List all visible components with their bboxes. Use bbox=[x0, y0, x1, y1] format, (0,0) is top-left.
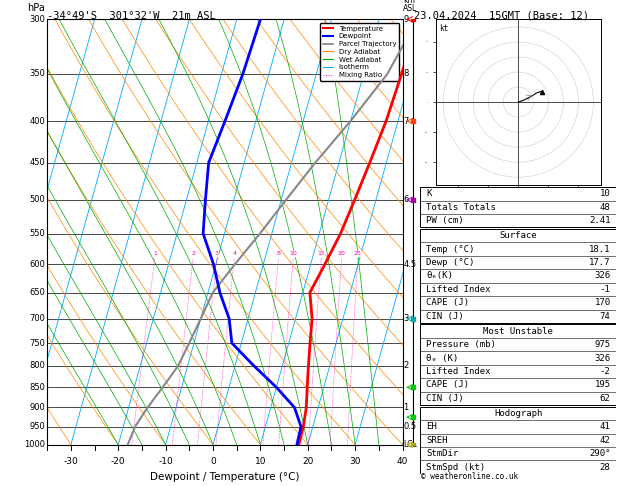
Bar bbox=[420, 229, 616, 323]
Text: Dewp (°C): Dewp (°C) bbox=[426, 258, 474, 267]
Text: Lifted Index: Lifted Index bbox=[426, 367, 491, 376]
Text: 48: 48 bbox=[600, 203, 611, 212]
Text: 1000: 1000 bbox=[25, 440, 45, 449]
Text: CIN (J): CIN (J) bbox=[426, 312, 464, 321]
Text: 900: 900 bbox=[30, 403, 45, 412]
Text: Hodograph: Hodograph bbox=[494, 409, 542, 418]
Text: 195: 195 bbox=[594, 381, 611, 389]
Text: Pressure (mb): Pressure (mb) bbox=[426, 340, 496, 349]
Text: CAPE (J): CAPE (J) bbox=[426, 381, 469, 389]
Text: Temp (°C): Temp (°C) bbox=[426, 244, 474, 254]
Text: -30: -30 bbox=[64, 457, 78, 467]
Text: StmDir: StmDir bbox=[426, 449, 459, 458]
Text: -10: -10 bbox=[159, 457, 173, 467]
Text: 650: 650 bbox=[30, 288, 45, 297]
Text: 600: 600 bbox=[30, 260, 45, 269]
Text: CIN (J): CIN (J) bbox=[426, 394, 464, 403]
Text: θₑ (K): θₑ (K) bbox=[426, 354, 459, 363]
Text: Mixing Ratio (g/kg): Mixing Ratio (g/kg) bbox=[425, 192, 434, 272]
Text: 0: 0 bbox=[210, 457, 216, 467]
Text: LCL: LCL bbox=[403, 440, 417, 449]
Bar bbox=[420, 325, 616, 405]
Text: 4: 4 bbox=[232, 251, 237, 256]
Text: Surface: Surface bbox=[499, 231, 537, 240]
Text: 400: 400 bbox=[30, 117, 45, 125]
Text: PW (cm): PW (cm) bbox=[426, 216, 464, 225]
Text: 950: 950 bbox=[30, 422, 45, 431]
Text: 10: 10 bbox=[289, 251, 297, 256]
Text: Most Unstable: Most Unstable bbox=[483, 327, 554, 336]
Text: 750: 750 bbox=[30, 339, 45, 347]
Text: 326: 326 bbox=[594, 272, 611, 280]
Text: 17.7: 17.7 bbox=[589, 258, 611, 267]
Text: km
ASL: km ASL bbox=[403, 0, 418, 13]
Text: K: K bbox=[426, 190, 431, 198]
Text: 3: 3 bbox=[214, 251, 219, 256]
Text: kt: kt bbox=[438, 24, 448, 33]
Text: 700: 700 bbox=[30, 314, 45, 323]
Text: SREH: SREH bbox=[426, 436, 448, 445]
Text: 28: 28 bbox=[600, 463, 611, 471]
Text: 6: 6 bbox=[403, 195, 409, 205]
Text: 15: 15 bbox=[317, 251, 325, 256]
Text: 4.5: 4.5 bbox=[403, 260, 416, 269]
Text: -1: -1 bbox=[600, 285, 611, 294]
Text: Lifted Index: Lifted Index bbox=[426, 285, 491, 294]
Text: 3: 3 bbox=[403, 314, 409, 323]
Text: -2: -2 bbox=[600, 367, 611, 376]
Text: StmSpd (kt): StmSpd (kt) bbox=[426, 463, 485, 471]
Text: 74: 74 bbox=[600, 312, 611, 321]
Text: Totals Totals: Totals Totals bbox=[426, 203, 496, 212]
Text: 300: 300 bbox=[30, 15, 45, 24]
Legend: Temperature, Dewpoint, Parcel Trajectory, Dry Adiabat, Wet Adiabat, Isotherm, Mi: Temperature, Dewpoint, Parcel Trajectory… bbox=[320, 23, 399, 81]
Text: 290°: 290° bbox=[589, 449, 611, 458]
Text: 550: 550 bbox=[30, 229, 45, 238]
Text: 41: 41 bbox=[600, 422, 611, 431]
Text: 62: 62 bbox=[600, 394, 611, 403]
Text: 20: 20 bbox=[338, 251, 345, 256]
Text: 7: 7 bbox=[403, 117, 409, 125]
Text: 8: 8 bbox=[403, 69, 409, 78]
Text: 10: 10 bbox=[600, 190, 611, 198]
Text: 25: 25 bbox=[354, 251, 362, 256]
Text: 975: 975 bbox=[594, 340, 611, 349]
Text: 9: 9 bbox=[403, 15, 408, 24]
Text: 500: 500 bbox=[30, 195, 45, 205]
Text: 18.1: 18.1 bbox=[589, 244, 611, 254]
Text: 8: 8 bbox=[277, 251, 281, 256]
Text: 42: 42 bbox=[600, 436, 611, 445]
Text: 350: 350 bbox=[30, 69, 45, 78]
Text: 850: 850 bbox=[30, 383, 45, 392]
Text: 1: 1 bbox=[403, 403, 408, 412]
Bar bbox=[420, 187, 616, 227]
Text: 1: 1 bbox=[153, 251, 157, 256]
Text: EH: EH bbox=[426, 422, 437, 431]
Text: 2: 2 bbox=[403, 362, 408, 370]
Text: 0.5: 0.5 bbox=[403, 422, 416, 431]
Text: 450: 450 bbox=[30, 158, 45, 167]
Text: Dewpoint / Temperature (°C): Dewpoint / Temperature (°C) bbox=[150, 472, 299, 482]
Text: 170: 170 bbox=[594, 298, 611, 307]
Text: 326: 326 bbox=[594, 354, 611, 363]
Text: 30: 30 bbox=[350, 457, 361, 467]
Text: θₑ(K): θₑ(K) bbox=[426, 272, 453, 280]
Text: 23.04.2024  15GMT (Base: 12): 23.04.2024 15GMT (Base: 12) bbox=[414, 11, 589, 21]
Text: 10: 10 bbox=[255, 457, 266, 467]
Text: -34°49'S  301°32'W  21m ASL: -34°49'S 301°32'W 21m ASL bbox=[47, 11, 216, 21]
Text: 2.41: 2.41 bbox=[589, 216, 611, 225]
Text: 40: 40 bbox=[397, 457, 408, 467]
Text: hPa: hPa bbox=[28, 3, 45, 13]
Text: CAPE (J): CAPE (J) bbox=[426, 298, 469, 307]
Text: -20: -20 bbox=[111, 457, 126, 467]
Bar bbox=[420, 407, 616, 474]
Text: © weatheronline.co.uk: © weatheronline.co.uk bbox=[421, 472, 518, 481]
Text: 800: 800 bbox=[30, 362, 45, 370]
Text: 2: 2 bbox=[191, 251, 195, 256]
Text: 20: 20 bbox=[302, 457, 313, 467]
